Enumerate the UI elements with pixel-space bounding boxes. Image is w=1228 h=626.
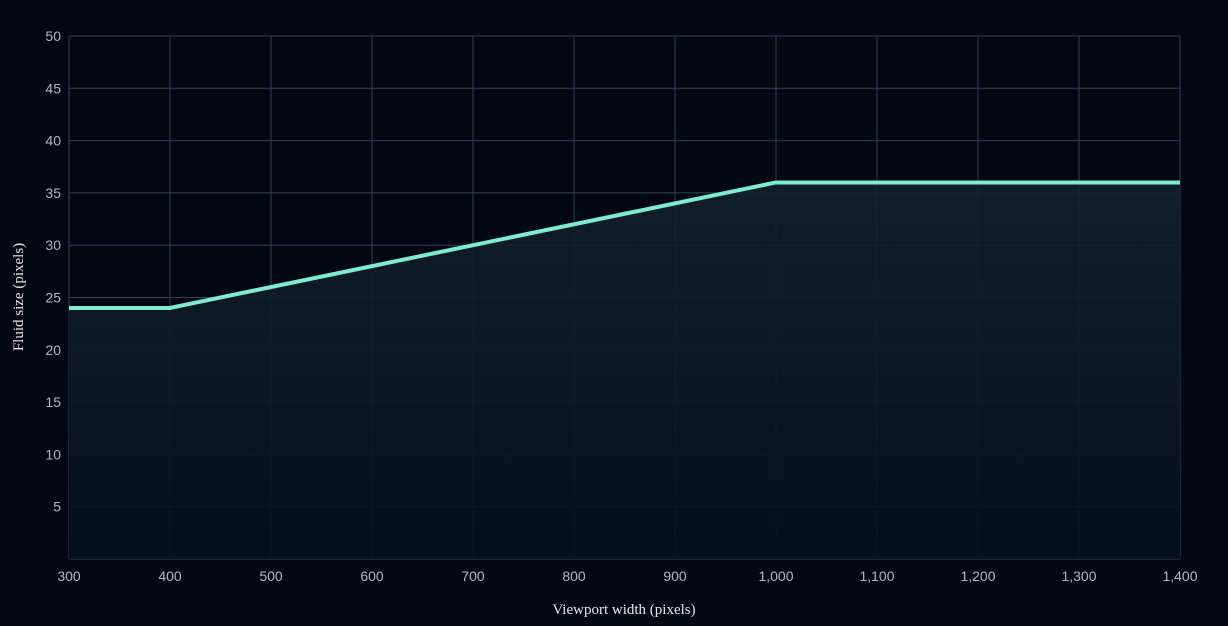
x-tick-label: 400 (158, 568, 182, 584)
x-tick-label: 1,300 (1061, 568, 1096, 584)
x-tick-label: 600 (360, 568, 384, 584)
x-axis-title: Viewport width (pixels) (552, 602, 695, 618)
y-axis-ticks: 5 10 15 20 25 30 35 40 45 50 (45, 28, 61, 515)
x-tick-label: 800 (562, 568, 586, 584)
area-fill-group (69, 182, 1180, 559)
x-tick-label: 1,200 (960, 568, 995, 584)
x-tick-label: 900 (663, 568, 687, 584)
area-fill (69, 182, 1180, 559)
series-line-group (69, 180, 1180, 310)
y-tick-label: 25 (45, 290, 61, 306)
x-axis-ticks: 300 400 500 600 700 800 900 1,000 1,100 1,200 1,30… (57, 568, 1197, 584)
y-tick-label: 20 (45, 342, 61, 358)
y-axis-title: Fluid size (pixels) (11, 243, 27, 351)
x-tick-label: 1,000 (758, 568, 793, 584)
y-tick-label: 10 (45, 446, 61, 462)
x-tick-label: 1,400 (1162, 568, 1197, 584)
y-tick-label: 45 (45, 80, 61, 96)
y-tick-label: 35 (45, 185, 61, 201)
y-tick-label: 5 (53, 499, 61, 515)
x-tick-label: 300 (57, 568, 81, 584)
series-line (69, 180, 1180, 310)
y-tick-label: 15 (45, 394, 61, 410)
x-tick-label: 1,100 (859, 568, 894, 584)
x-tick-label: 500 (259, 568, 283, 584)
y-tick-label: 40 (45, 133, 61, 149)
y-tick-label: 50 (45, 28, 61, 44)
x-tick-label: 700 (461, 568, 485, 584)
y-tick-label: 30 (45, 237, 61, 253)
